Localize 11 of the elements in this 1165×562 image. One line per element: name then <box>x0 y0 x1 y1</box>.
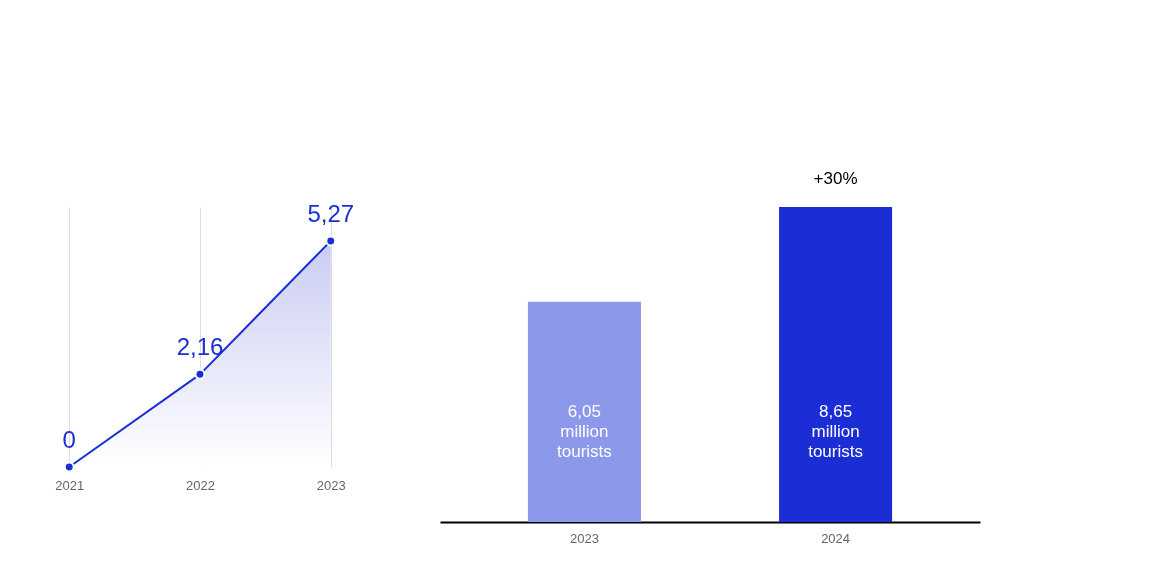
x-tick-label: 2022 <box>186 477 215 493</box>
x-tick-label: 2023 <box>569 530 599 546</box>
data-label: 0 <box>62 426 76 453</box>
annotation: +30% <box>813 169 858 188</box>
x-tick-label: 2024 <box>821 530 851 546</box>
data-label: 5,27 <box>307 199 355 227</box>
data-label: 2,16 <box>176 333 224 361</box>
data-label: 6,05 million tourists <box>557 402 612 461</box>
data-label: 8,65 million tourists <box>808 402 863 461</box>
x-tick-label: 2023 <box>316 477 346 493</box>
x-tick-label: 2021 <box>55 477 85 493</box>
